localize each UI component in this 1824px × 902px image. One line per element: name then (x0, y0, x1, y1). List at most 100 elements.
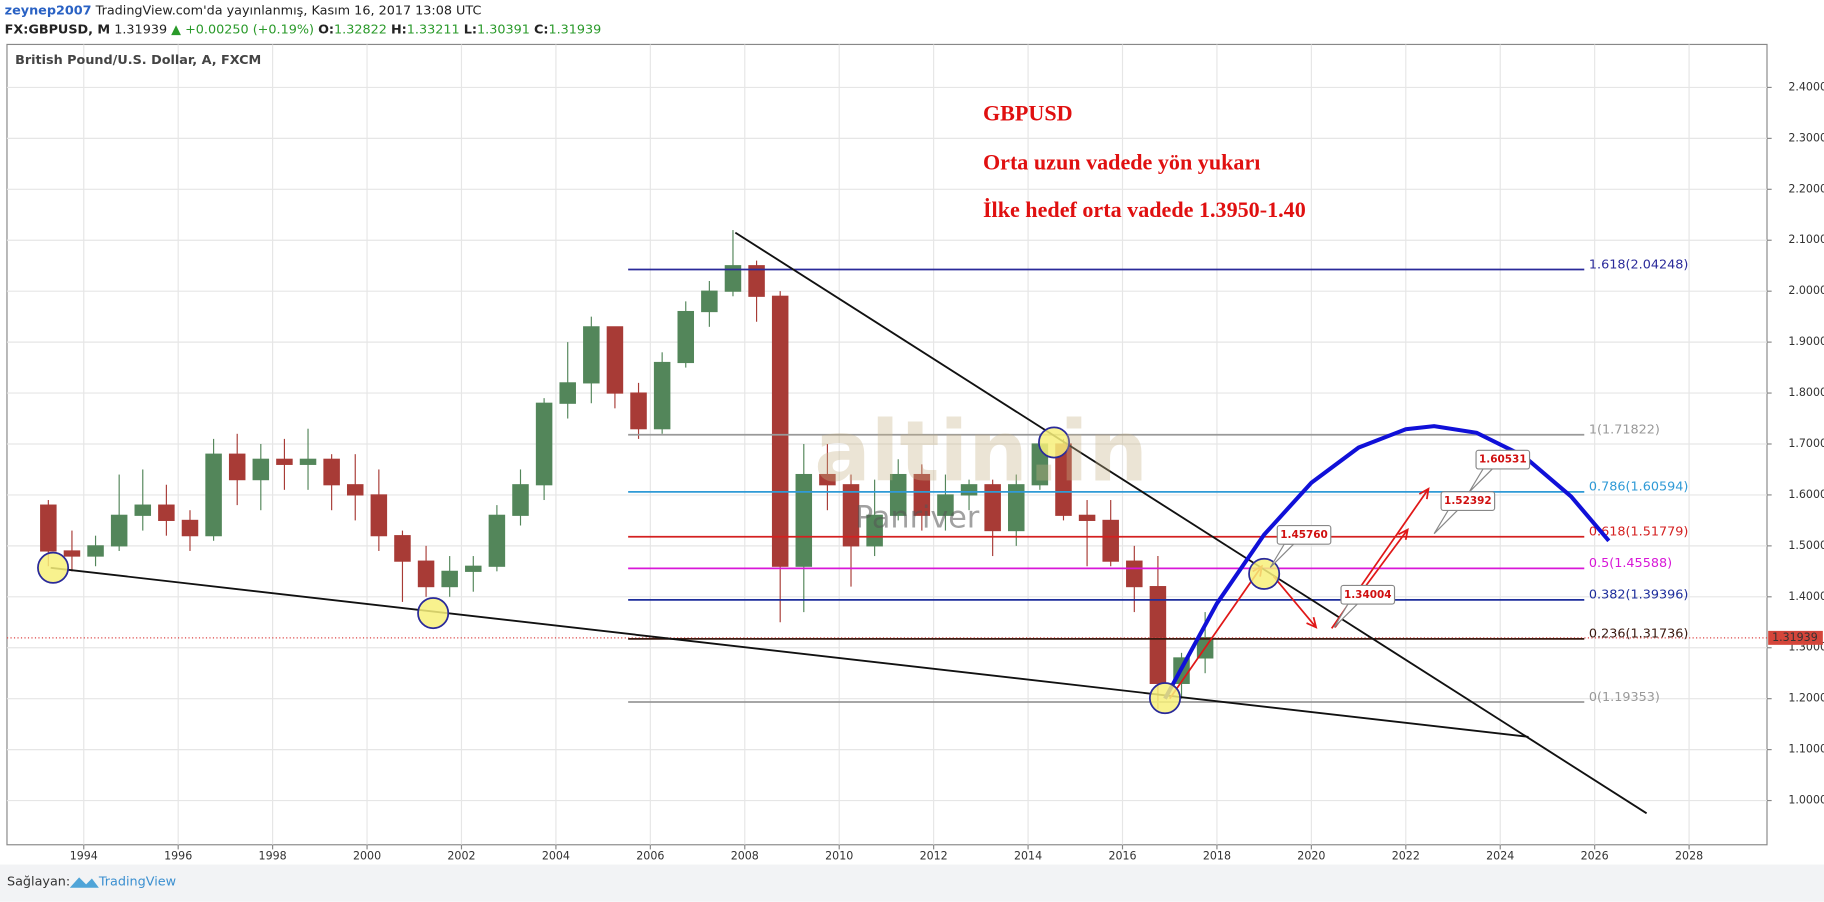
x-tick-label: 2008 (731, 849, 759, 862)
x-tick-label: 2024 (1486, 849, 1514, 862)
candle-body (1149, 586, 1167, 684)
arrow (1272, 575, 1318, 629)
c: 1.31939 (548, 22, 601, 37)
x-tick-label: 2022 (1392, 849, 1420, 862)
watermark: Panriver (855, 501, 980, 536)
x-tick-label: 2012 (920, 849, 948, 862)
candle-body (984, 484, 1001, 532)
y-tick-label: 1.70000 (1788, 437, 1824, 450)
projection-arc (1163, 424, 1611, 700)
candle-body (748, 265, 765, 297)
x-tick-label: 2020 (1297, 849, 1325, 862)
candle-body (40, 504, 57, 552)
y-tick-label: 1.40000 (1788, 590, 1824, 603)
callout-label: 1.60531 (1479, 454, 1527, 466)
candle-body (559, 382, 576, 404)
candle-body (960, 484, 978, 496)
y-tick-label: 1.80000 (1788, 386, 1824, 399)
candle-body (866, 514, 883, 547)
trend-line (50, 566, 1529, 738)
callout-box (1276, 525, 1332, 545)
trend-line (734, 231, 1648, 815)
fib-label: 0(1.19353) (1589, 690, 1660, 705)
last: 1.31939 (114, 22, 167, 37)
watermark: altin.in (814, 402, 1148, 500)
candle-body (63, 550, 81, 557)
annotation: İlke hedef orta vadede 1.3950-1.40 (983, 197, 1306, 222)
y-tick-label: 1.50000 (1788, 539, 1824, 552)
user[interactable]: zeynep2007 (5, 3, 92, 18)
candle-body (394, 535, 411, 562)
y-tick-label: 1.20000 (1788, 692, 1824, 705)
l-label: L: (464, 22, 477, 37)
h-label: H: (391, 22, 407, 37)
candle-body (701, 290, 718, 313)
x-tick-label: 2026 (1581, 849, 1609, 862)
candle-body (110, 514, 128, 547)
candle-body (937, 494, 954, 516)
callout-label: 1.34004 (1344, 589, 1392, 601)
x-tick-label: 2004 (542, 849, 570, 862)
candle-body (346, 484, 364, 496)
header-line-1: zeynep2007 TradingView.com'da yayınlanmı… (5, 3, 482, 18)
y-tick-label: 2.30000 (1788, 131, 1824, 144)
x-tick-label: 2028 (1675, 849, 1703, 862)
candle-body (677, 310, 695, 364)
symbol: FX:GBPUSD, M (5, 22, 111, 37)
fib-label: 0.382(1.39396) (1589, 588, 1688, 603)
chart-layer: 1.000001.100001.200001.300001.400001.500… (6, 44, 1824, 862)
last-price-label: 1.31939 (1772, 631, 1818, 644)
callout-label: 1.45760 (1280, 529, 1328, 541)
y-tick-label: 1.90000 (1788, 335, 1824, 348)
x-tick-label: 2014 (1014, 849, 1042, 862)
x-tick-label: 1998 (259, 849, 287, 862)
candle-body (87, 545, 104, 557)
tv-logo (69, 877, 99, 888)
candle-body (512, 484, 529, 516)
candle-body (323, 458, 340, 486)
annotation: GBPUSD (983, 100, 1073, 125)
candle-body (606, 326, 624, 394)
candle-body (205, 453, 222, 537)
fib-label: 1.618(2.04248) (1589, 257, 1688, 272)
last-price-tag (1768, 630, 1823, 645)
h: 1.33211 (407, 22, 460, 37)
footer-bar (0, 864, 1824, 902)
fib-label: 0.618(1.51779) (1589, 525, 1688, 540)
candle-body (889, 473, 907, 516)
candle-body (1008, 484, 1025, 532)
x-tick-label: 2002 (447, 849, 475, 862)
o-label: O: (318, 22, 334, 37)
fib-label: 0.786(1.60594) (1589, 480, 1688, 495)
c-label: C: (534, 22, 549, 37)
candle-body (535, 402, 553, 486)
candle-body (771, 295, 789, 567)
candle-body (913, 473, 931, 516)
x-tick-label: 2018 (1203, 849, 1231, 862)
x-tick-label: 2010 (825, 849, 853, 862)
y-tick-label: 2.10000 (1788, 233, 1824, 246)
callout-label: 1.52392 (1444, 495, 1492, 507)
change: ▲ +0.00250 (+0.19%) (171, 22, 314, 37)
footer-brand[interactable]: TradingView (98, 874, 176, 889)
fib-label: 1(1.71822) (1589, 423, 1660, 438)
footer-provider: Sağlayan: (7, 874, 70, 889)
candle-body (819, 473, 836, 486)
highlight-circle (37, 551, 70, 584)
callout-box (1340, 584, 1396, 605)
highlight-circle (1038, 426, 1071, 459)
candle-body (488, 514, 506, 567)
x-tick-label: 2006 (636, 849, 664, 862)
candle-body (1126, 560, 1143, 588)
candle-body (583, 326, 600, 384)
y-tick-label: 2.20000 (1788, 182, 1824, 195)
candle-body (181, 519, 199, 537)
candle-body (724, 265, 742, 292)
candle-body (795, 473, 813, 567)
candle-body (441, 570, 458, 588)
x-tick-label: 2000 (353, 849, 381, 862)
candle-body (1102, 519, 1119, 562)
y-tick-label: 1.10000 (1788, 743, 1824, 756)
